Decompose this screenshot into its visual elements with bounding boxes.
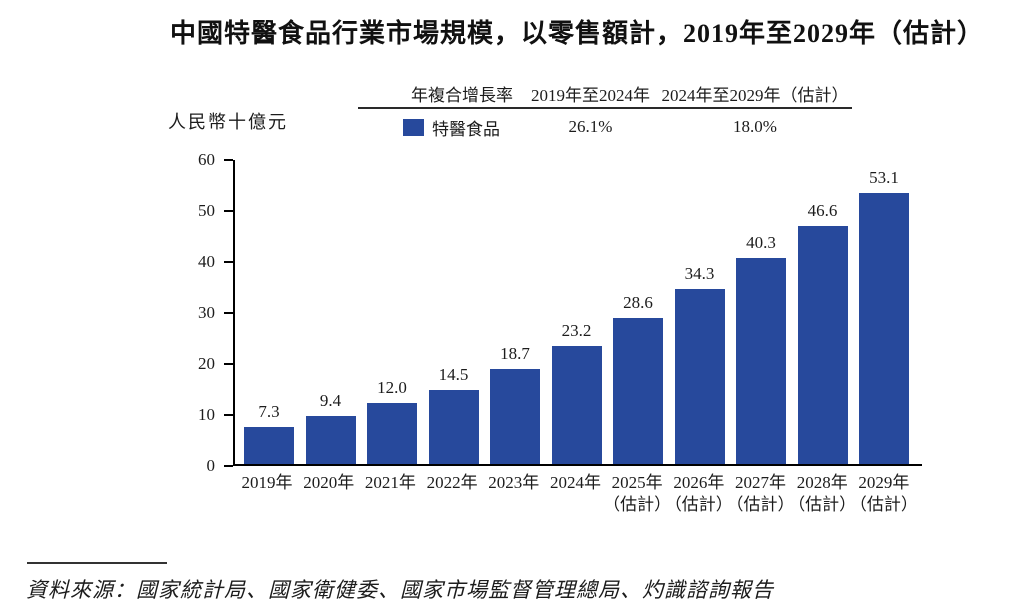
bars-row: 7.3 9.4 12.0 14.5 18.7 23.2 28.6 34.3 40.3 46.6 53… xyxy=(235,160,922,464)
bar-value-label: 28.6 xyxy=(623,293,653,313)
y-tick-label: 10 xyxy=(198,405,215,424)
x-axis-label: 2021年 xyxy=(364,473,416,492)
bar: 53.1 xyxy=(859,168,909,464)
legend-color-swatch xyxy=(403,118,424,136)
bar: 9.4 xyxy=(305,391,356,464)
bar-value-label: 12.0 xyxy=(377,377,407,397)
x-axis-labels: 2019年 2020年 2021年 2022年 2023年 2024年 2025年 （估計） 2… xyxy=(233,472,922,516)
chart-title: 中國特醫食品行業市場規模，以零售額計，2019年至2029年（估計） xyxy=(170,19,985,48)
x-axis-label: 2019年 xyxy=(241,473,293,492)
bar: 28.6 xyxy=(613,293,663,464)
bar-value-label: 9.4 xyxy=(319,391,342,411)
plot-area: 0 10 20 30 40 50 60 7.3 9.4 12.0 14.5 18.7 23.2 28.6… xyxy=(198,150,922,475)
bar-value-label: 53.1 xyxy=(869,168,899,188)
x-axis-label: 2020年 xyxy=(303,473,355,492)
x-axis-label: 2027年 （估計） xyxy=(726,473,795,514)
x-axis-label: 2026年 （估計） xyxy=(664,473,733,514)
y-tick-label: 60 xyxy=(198,150,215,169)
cagr-header-row: 年複合增長率 2019年至2024年 2024年至2029年（估計） xyxy=(358,79,852,109)
cagr-header-period2: 2024年至2029年（估計） xyxy=(661,85,849,105)
bar-value-label: 14.5 xyxy=(438,365,469,385)
bar-value-label: 23.2 xyxy=(561,320,592,340)
bar-value-label: 46.6 xyxy=(807,201,838,221)
cagr-header-label: 年複合增長率 xyxy=(411,85,513,105)
y-tick-mark xyxy=(224,312,233,314)
source-divider-rule xyxy=(27,562,167,564)
bar: 46.6 xyxy=(797,201,848,464)
cagr-value-period2: 18.0% xyxy=(733,117,777,136)
bar: 14.5 xyxy=(428,365,479,464)
source-note: 資料來源：國家統計局、國家衛健委、國家市場監督管理總局、灼識諮詢報告 xyxy=(26,578,774,602)
legend-item: 特醫食品 xyxy=(358,115,523,140)
bar: 34.3 xyxy=(674,264,725,464)
y-tick-mark xyxy=(224,159,233,161)
x-axis-label: 2023年 xyxy=(488,473,540,492)
y-tick-label: 0 xyxy=(206,456,216,475)
bar-value-label: 34.3 xyxy=(684,264,715,284)
y-tick-label: 30 xyxy=(198,303,215,322)
y-tick-mark xyxy=(224,261,233,263)
bar-value-label: 18.7 xyxy=(500,343,530,363)
cagr-value-period1: 26.1% xyxy=(568,117,613,136)
y-tick-label: 50 xyxy=(198,201,215,220)
legend-label: 特醫食品 xyxy=(432,119,500,139)
bar: 18.7 xyxy=(490,344,540,464)
bar: 7.3 xyxy=(244,402,294,464)
y-tick-label: 20 xyxy=(198,354,215,373)
x-axis-label: 2024年 xyxy=(549,473,601,492)
x-axis-label: 2025年 （估計） xyxy=(603,473,672,514)
bar: 40.3 xyxy=(736,233,786,464)
y-axis-unit-label: 人民幣十億元 xyxy=(168,112,288,132)
cagr-table: 年複合增長率 2019年至2024年 2024年至2029年（估計） 特醫食品 … xyxy=(358,79,852,145)
cagr-header-period1: 2019年至2024年 xyxy=(531,85,650,105)
bar-value-label: 40.3 xyxy=(746,233,776,253)
x-axis-label: 2029年 （估計） xyxy=(849,473,918,514)
y-tick-mark xyxy=(224,414,233,416)
y-tick-mark xyxy=(224,465,233,467)
x-axis-label: 2022年 xyxy=(426,473,478,492)
bar: 12.0 xyxy=(367,378,417,464)
y-tick-label: 40 xyxy=(198,252,215,271)
y-tick-mark xyxy=(224,210,233,212)
cagr-series-row: 特醫食品 26.1% 18.0% xyxy=(358,109,852,145)
y-tick-mark xyxy=(224,363,233,365)
bar: 23.2 xyxy=(551,321,602,464)
x-axis-label: 2028年 （估計） xyxy=(788,473,857,514)
bar-value-label: 7.3 xyxy=(258,401,280,421)
